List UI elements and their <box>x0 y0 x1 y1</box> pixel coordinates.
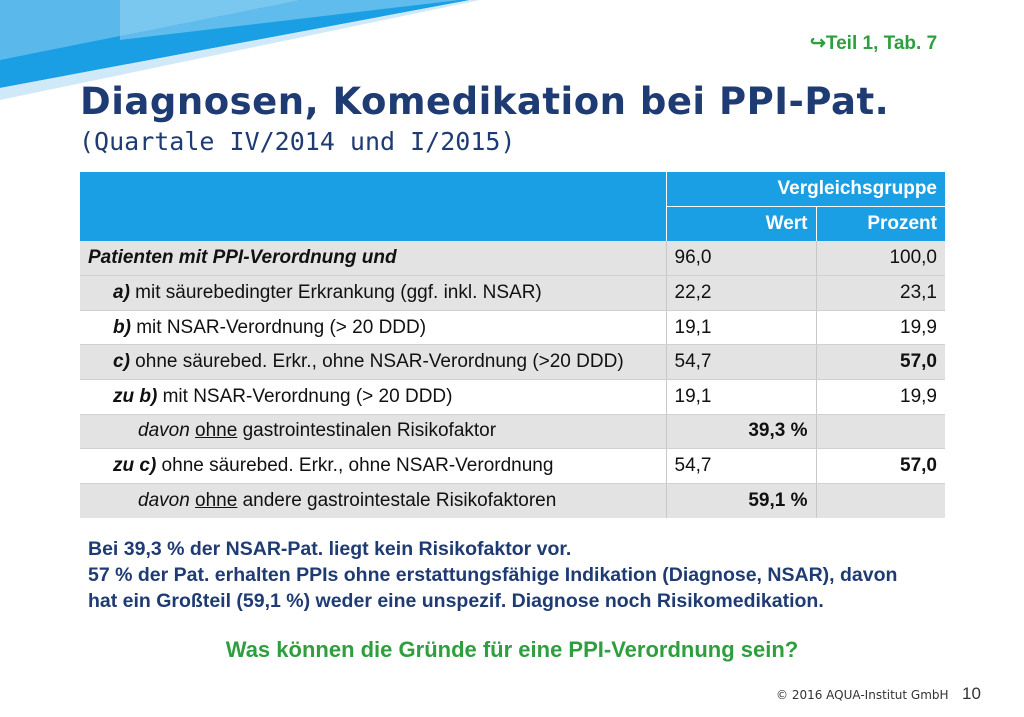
conclusion-line: Bei 39,3 % der NSAR-Pat. liegt kein Risi… <box>88 538 572 560</box>
header-group: Vergleichsgruppe <box>665 172 945 207</box>
row-prozent: 19,9 <box>815 310 945 346</box>
row-prozent: 100,0 <box>815 241 945 277</box>
row-prozent: 57,0 <box>815 344 945 381</box>
row-wert: 19,1 <box>665 379 816 415</box>
header-prozent: Prozent <box>815 206 945 242</box>
table-row: davon ohne andere gastrointestale Risiko… <box>80 483 945 518</box>
conclusion-text: Bei 39,3 % der NSAR-Pat. liegt kein Risi… <box>88 536 897 614</box>
row-label: Patienten mit PPI-Verordnung und <box>80 241 666 277</box>
table-row: b) mit NSAR-Verordnung (> 20 DDD) 19,1 1… <box>80 310 945 346</box>
row-wert: 96,0 <box>665 241 816 277</box>
row-label: c) ohne säurebed. Erkr., ohne NSAR-Veror… <box>80 344 666 381</box>
row-prozent: 19,9 <box>815 379 945 415</box>
row-wert: 39,3 % <box>665 414 816 450</box>
table-row: zu c) ohne säurebed. Erkr., ohne NSAR-Ve… <box>80 448 945 484</box>
conclusion-line: 57 % der Pat. erhalten PPIs ohne erstatt… <box>88 564 898 586</box>
header-wert: Wert <box>665 206 816 242</box>
row-label: b) mit NSAR-Verordnung (> 20 DDD) <box>80 310 666 346</box>
table-row: c) ohne säurebed. Erkr., ohne NSAR-Veror… <box>80 344 945 381</box>
table-row: Patienten mit PPI-Verordnung und 96,0 10… <box>80 241 945 277</box>
table-row: zu b) mit NSAR-Verordnung (> 20 DDD) 19,… <box>80 379 945 415</box>
table-row: a) mit säurebedingter Erkrankung (ggf. i… <box>80 275 945 311</box>
page-subtitle: (Quartale IV/2014 und I/2015) <box>79 127 516 156</box>
page-number: 10 <box>962 684 981 703</box>
row-prozent <box>815 414 945 450</box>
reference-link[interactable]: ↪Teil 1, Tab. 7 <box>810 33 938 54</box>
conclusion-line: hat ein Großteil (59,1 %) weder eine uns… <box>88 590 824 612</box>
copyright-footer: © 2016 AQUA-Institut GmbH <box>776 688 949 702</box>
row-label: davon ohne andere gastrointestale Risiko… <box>80 483 666 518</box>
row-prozent: 57,0 <box>815 448 945 484</box>
row-wert: 54,7 <box>665 344 816 381</box>
row-wert: 54,7 <box>665 448 816 484</box>
row-label: zu b) mit NSAR-Verordnung (> 20 DDD) <box>80 379 666 415</box>
row-label: zu c) ohne säurebed. Erkr., ohne NSAR-Ve… <box>80 448 666 484</box>
table-row: davon ohne gastrointestinalen Risikofakt… <box>80 414 945 450</box>
row-label: a) mit säurebedingter Erkrankung (ggf. i… <box>80 275 666 311</box>
decorative-swoosh <box>0 0 480 100</box>
row-label: davon ohne gastrointestinalen Risikofakt… <box>80 414 666 450</box>
row-wert: 22,2 <box>665 275 816 311</box>
page-title: Diagnosen, Komedikation bei PPI-Pat. <box>80 80 890 123</box>
row-prozent <box>815 483 945 518</box>
data-table: Vergleichsgruppe Wert Prozent Patienten … <box>80 172 945 518</box>
row-wert: 19,1 <box>665 310 816 346</box>
question-text: Was können die Gründe für eine PPI-Veror… <box>225 637 799 662</box>
row-prozent: 23,1 <box>815 275 945 311</box>
header-blank <box>80 172 666 242</box>
row-wert: 59,1 % <box>665 483 816 518</box>
